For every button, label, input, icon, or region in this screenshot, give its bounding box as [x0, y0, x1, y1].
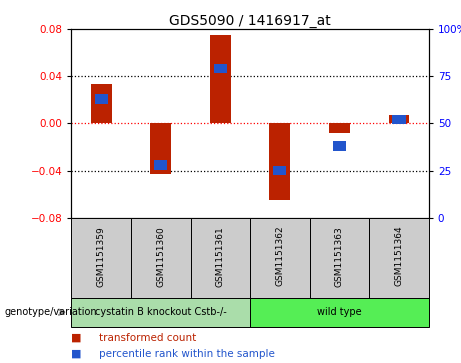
Text: GSM1151361: GSM1151361 [216, 226, 225, 286]
Bar [250, 298, 429, 327]
Bar [250, 218, 310, 298]
Text: GSM1151360: GSM1151360 [156, 226, 165, 286]
Bar [71, 218, 131, 298]
Text: GSM1151364: GSM1151364 [395, 226, 403, 286]
Bar [333, 141, 346, 151]
Text: ■: ■ [71, 333, 82, 343]
Bar [369, 218, 429, 298]
Bar [214, 64, 227, 73]
Text: ■: ■ [71, 349, 82, 359]
Text: transformed count: transformed count [99, 333, 196, 343]
Text: GSM1151363: GSM1151363 [335, 226, 344, 286]
Title: GDS5090 / 1416917_at: GDS5090 / 1416917_at [169, 14, 331, 28]
Bar [154, 160, 167, 170]
Bar [95, 94, 108, 103]
Bar [310, 218, 369, 298]
Text: genotype/variation: genotype/variation [5, 307, 97, 317]
Bar [329, 123, 350, 133]
Bar [389, 115, 409, 123]
Bar [392, 115, 406, 125]
Text: cystatin B knockout Cstb-/-: cystatin B knockout Cstb-/- [95, 307, 227, 317]
Bar [71, 298, 250, 327]
Bar [269, 123, 290, 200]
Bar [150, 123, 171, 174]
Text: GSM1151362: GSM1151362 [275, 226, 284, 286]
Text: percentile rank within the sample: percentile rank within the sample [99, 349, 275, 359]
Bar [131, 218, 190, 298]
Bar [190, 218, 250, 298]
Bar [210, 35, 231, 123]
Text: wild type: wild type [317, 307, 362, 317]
Text: GSM1151359: GSM1151359 [97, 226, 106, 286]
Bar [273, 166, 286, 175]
Bar [91, 85, 112, 123]
